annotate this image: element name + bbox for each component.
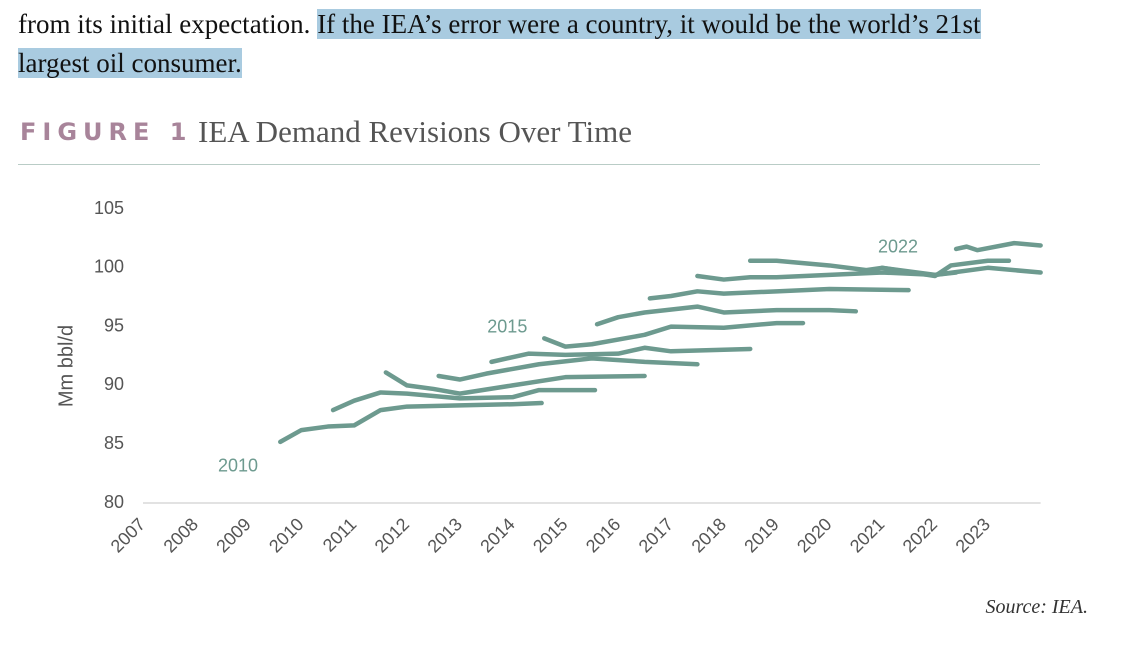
highlighted-text: If the IEA’s error were a country, it wo… — [317, 9, 981, 39]
x-tick-label: 2015 — [529, 514, 571, 556]
x-tick-label: 2017 — [635, 514, 677, 556]
x-tick-label: 2019 — [740, 514, 782, 556]
demand-line — [489, 345, 753, 365]
annotation: 2010 — [218, 455, 258, 475]
x-tick-label: 2009 — [212, 514, 254, 556]
demand-line — [647, 286, 911, 301]
demand-line — [278, 400, 544, 445]
demand-line — [879, 258, 1012, 279]
y-tick-label: 80 — [104, 492, 124, 512]
x-tick-label: 2011 — [319, 514, 361, 556]
source-note: Source: IEA. — [985, 596, 1088, 618]
y-tick-label: 100 — [94, 257, 124, 277]
title-rule — [18, 164, 1040, 165]
x-tick-label: 2018 — [688, 514, 730, 556]
figure-label: FIGURE 1 — [20, 118, 193, 146]
x-tick-label: 2014 — [476, 514, 518, 556]
y-tick-label: 95 — [104, 315, 124, 335]
demand-line — [953, 240, 1043, 253]
paragraph-line: largest oil consumer. — [18, 45, 242, 81]
y-tick-label: 85 — [104, 433, 124, 453]
x-tick-label: 2021 — [846, 514, 888, 556]
y-tick-label: 90 — [104, 374, 124, 394]
paragraph-line: from its initial expectation. If the IEA… — [18, 6, 981, 42]
demand-line — [747, 258, 1043, 278]
annotation: 2022 — [878, 237, 918, 257]
demand-line — [330, 387, 598, 413]
demand-line — [383, 370, 647, 396]
paragraph-text: from its initial expectation. — [18, 9, 311, 39]
chart-title: IEA Demand Revisions Over Time — [198, 114, 632, 149]
x-tick-label: 2022 — [899, 514, 941, 556]
y-axis-label: Mm bbl/d — [55, 325, 77, 407]
x-tick-label: 2010 — [265, 514, 307, 556]
x-tick-label: 2012 — [371, 514, 413, 556]
x-tick-label: 2008 — [160, 514, 202, 556]
demand-line — [436, 356, 700, 382]
highlighted-text: largest oil consumer. — [18, 48, 242, 78]
demand-line — [594, 304, 859, 327]
x-tick-label: 2020 — [793, 514, 835, 556]
x-tick-label: 2007 — [107, 514, 149, 556]
annotation: 2015 — [487, 317, 527, 337]
x-tick-label: 2013 — [424, 514, 466, 556]
x-tick-label: 2016 — [582, 514, 624, 556]
demand-line — [542, 320, 806, 349]
x-tick-label: 2023 — [952, 514, 994, 556]
y-tick-label: 105 — [94, 198, 124, 218]
